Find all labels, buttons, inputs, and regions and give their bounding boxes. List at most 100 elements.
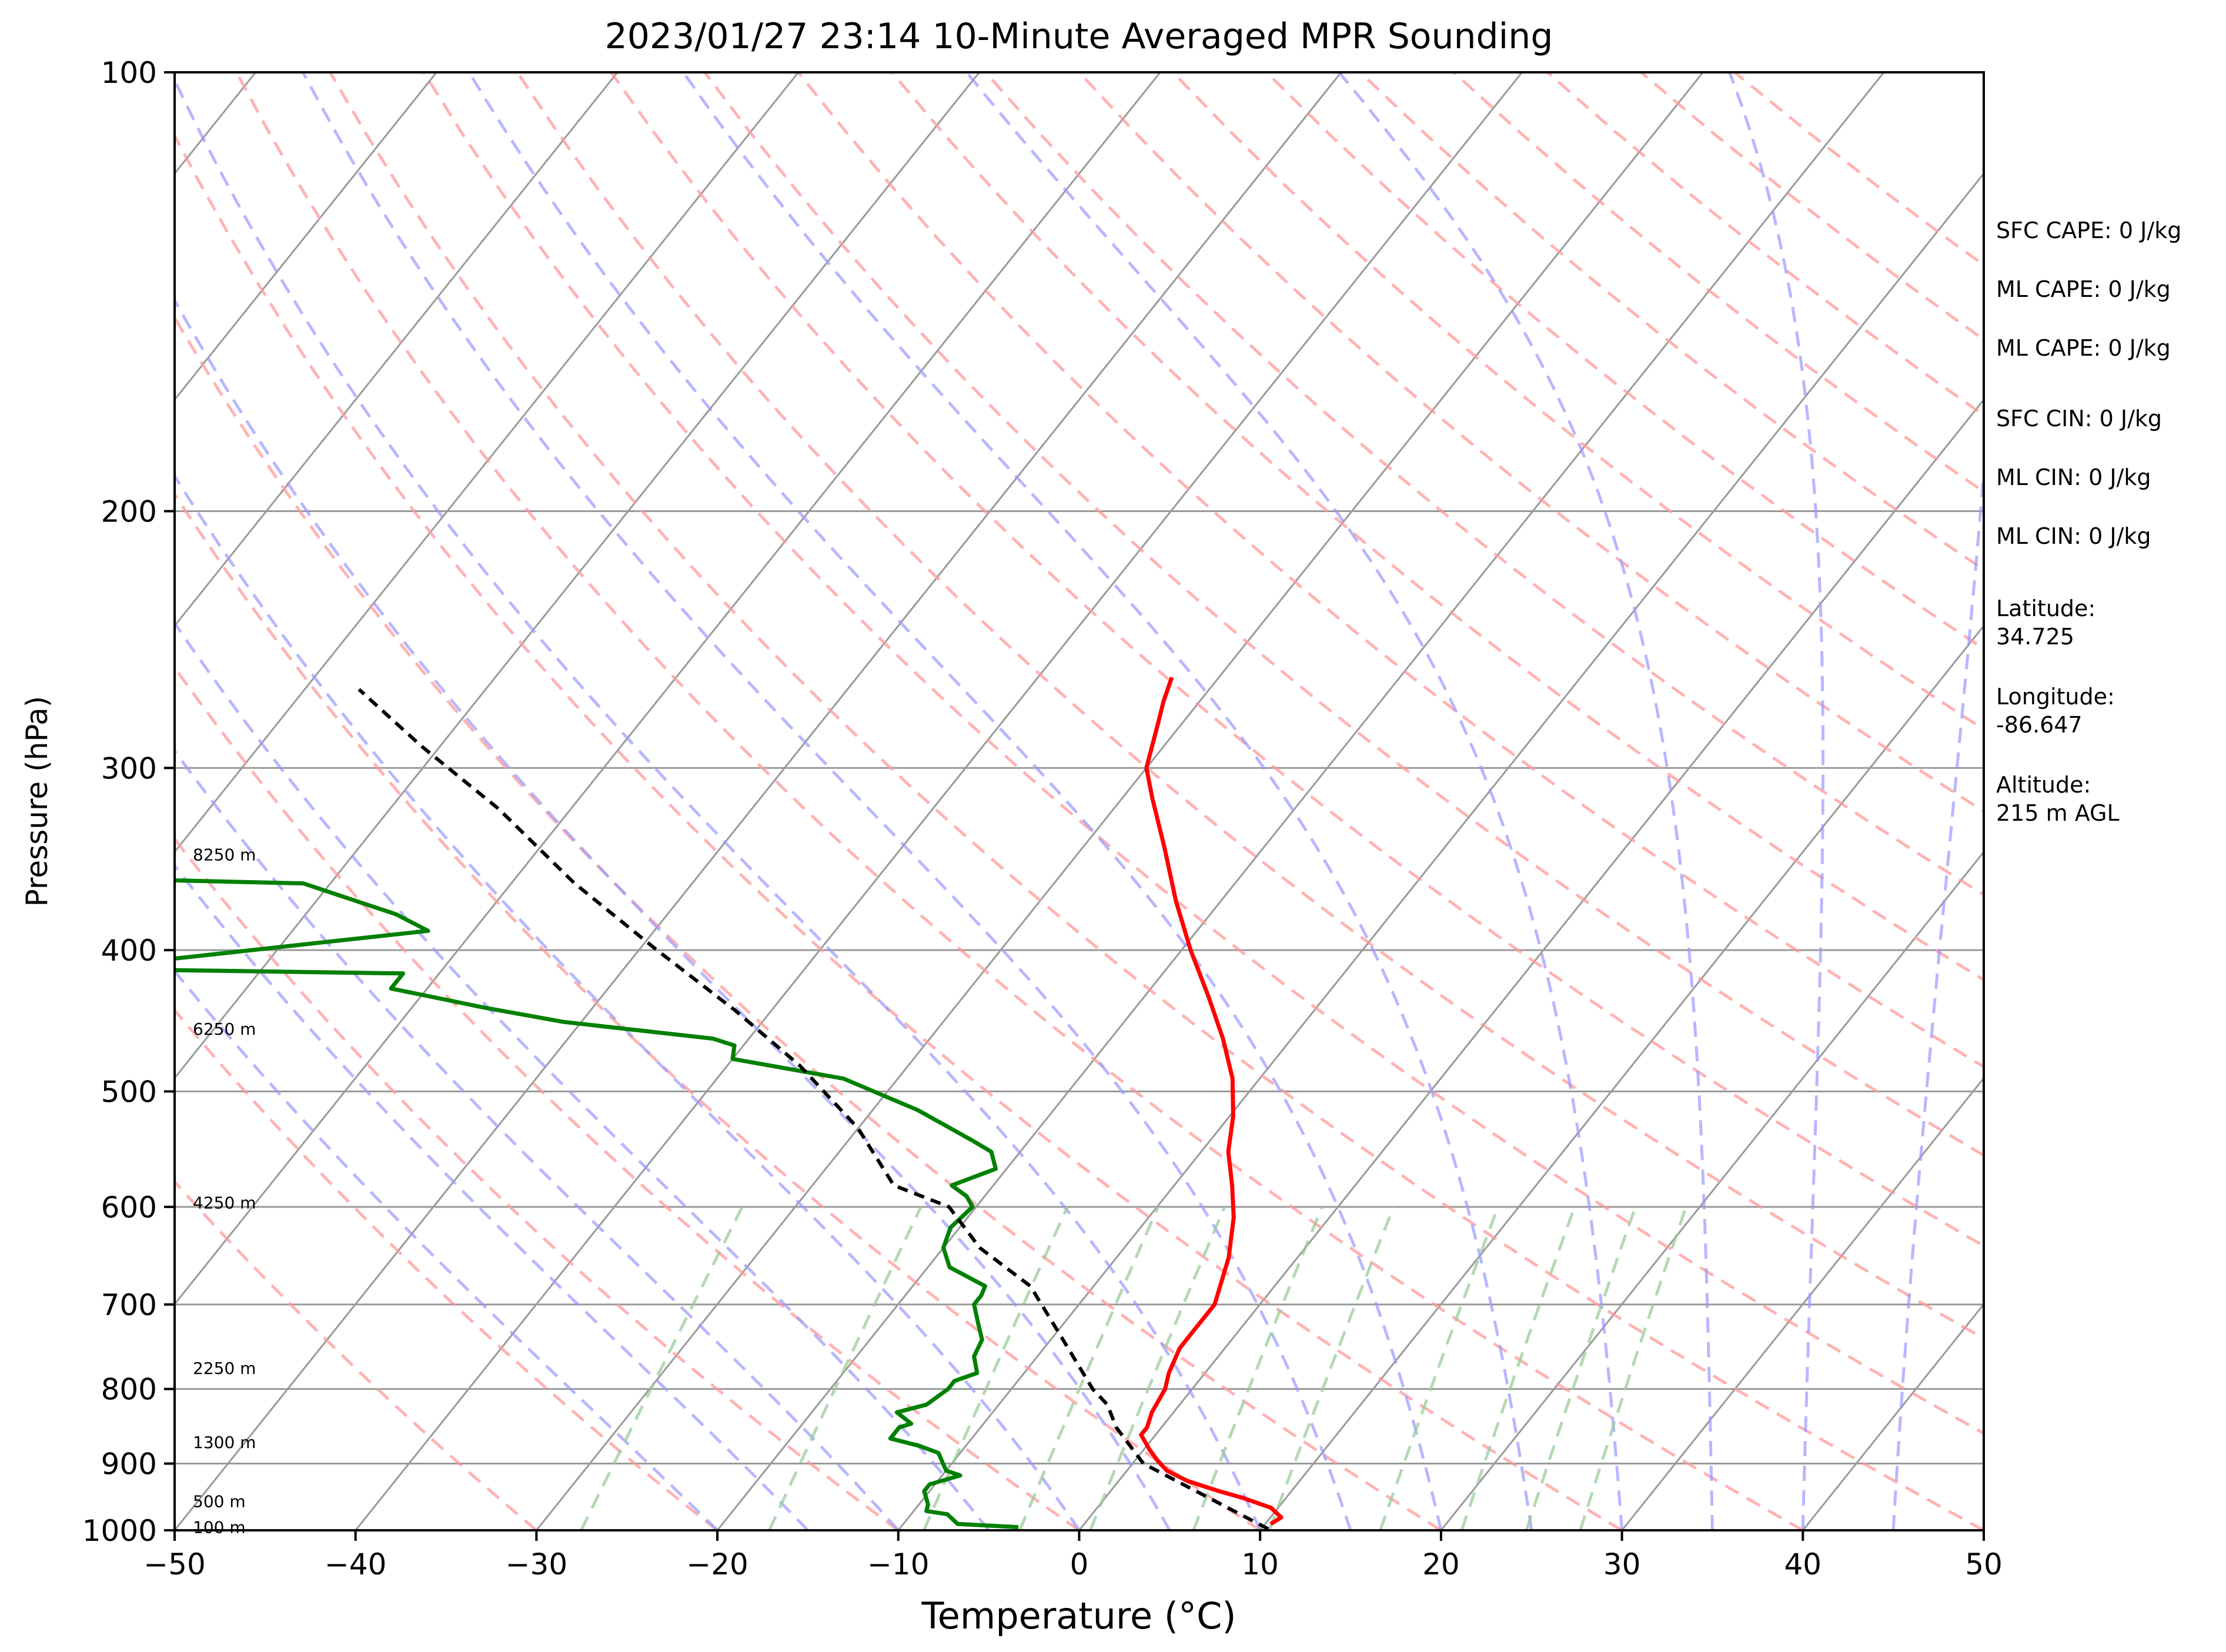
isotherm-line [355, 72, 1523, 1530]
isotherm-line [536, 72, 1704, 1530]
height-label: 1300 m [193, 1433, 256, 1452]
annotation-line: ML CIN: 0 J/kg [1996, 464, 2151, 490]
y-tick-label: 500 [101, 1075, 157, 1109]
mixing-ratio-line [1268, 1206, 1395, 1530]
mixing-ratio-line [1018, 1206, 1159, 1530]
annotation-line: Longitude: [1996, 684, 2115, 710]
isotherm-line [175, 72, 437, 402]
height-label: 100 m [193, 1518, 246, 1537]
annotation-line: Latitude: [1996, 596, 2095, 621]
height-label: 4250 m [193, 1193, 256, 1213]
moist-adiabat-line [1891, 455, 1984, 1530]
height-label: 2250 m [193, 1359, 256, 1378]
height-label: 6250 m [193, 1019, 256, 1039]
annotation-line: Altitude: [1996, 772, 2091, 798]
y-tick-label: 300 [101, 751, 157, 785]
isotherm-line [175, 72, 1342, 1530]
moist-adiabat-line [175, 748, 900, 1530]
isotherm-line [897, 172, 1984, 1530]
y-tick-label: 800 [101, 1373, 157, 1407]
isotherm-line [1078, 398, 1984, 1530]
annotation-text: ML CIN: 0 J/kg [1996, 464, 2151, 490]
annotation-text: ML CAPE: 0 J/kg [1996, 276, 2171, 302]
temperature-profile-line [1139, 676, 1284, 1526]
moist-adiabat-line [1728, 72, 1825, 1530]
annotation-text: Altitude: 215 m AGL [1996, 772, 2120, 826]
isotherm-line [175, 72, 1161, 1306]
y-tick-label: 1000 [82, 1514, 157, 1548]
y-tick-label: 900 [101, 1447, 157, 1482]
moist-adiabat-line [175, 968, 718, 1530]
y-axis-label: Pressure (hPa) [20, 696, 54, 907]
isotherm-line [1621, 1076, 1984, 1530]
annotation-text: Latitude: 34.725 [1996, 596, 2095, 650]
isotherm-line [175, 72, 980, 1080]
x-tick-label: 20 [1422, 1547, 1460, 1581]
annotation-line: ML CAPE: 0 J/kg [1996, 276, 2171, 302]
x-tick-label: 30 [1603, 1547, 1641, 1581]
y-tick-label: 200 [101, 495, 157, 529]
x-axis-label: Temperature (°C) [921, 1594, 1236, 1637]
dry-adiabat-line [610, 72, 1984, 1248]
dry-adiabat-line [175, 1008, 718, 1530]
x-tick-label: 50 [1965, 1547, 2003, 1581]
x-tick-label: 40 [1784, 1547, 1821, 1581]
x-tick-label: −30 [506, 1547, 568, 1581]
x-tick-label: −10 [867, 1547, 930, 1581]
dry-adiabat-line [235, 72, 1804, 1530]
x-tick-label: −20 [686, 1547, 748, 1581]
annotation-text: ML CIN: 0 J/kg [1996, 523, 2151, 549]
moist-adiabat-line [175, 297, 1171, 1530]
mixing-ratio-line [580, 1206, 744, 1530]
moist-adiabat-line [175, 473, 1081, 1530]
dry-adiabat-line [422, 72, 1984, 1435]
annotation-line: SFC CAPE: 0 J/kg [1996, 218, 2181, 243]
x-tick-label: 10 [1241, 1547, 1279, 1581]
isotherm-line [175, 72, 619, 627]
dry-adiabat-line [516, 72, 1984, 1340]
annotation-text: SFC CAPE: 0 J/kg [1996, 218, 2181, 243]
y-tick-label: 400 [101, 934, 157, 968]
isotherm-line [716, 72, 1885, 1530]
annotation-line: ML CIN: 0 J/kg [1996, 523, 2151, 549]
annotation-line: SFC CIN: 0 J/kg [1996, 406, 2162, 432]
mixing-ratio-line [923, 1206, 1069, 1530]
y-tick-label: 600 [101, 1190, 157, 1225]
dry-adiabat-line [175, 315, 1442, 1530]
dry-adiabat-line [175, 132, 1623, 1530]
dry-adiabat-line [175, 665, 1080, 1530]
mixing-ratio-line [768, 1206, 923, 1530]
parcel-profile-line [357, 688, 1269, 1530]
dry-adiabat-line [1172, 72, 1984, 731]
y-tick-label: 100 [101, 56, 157, 90]
moist-adiabat-line [1338, 72, 1714, 1530]
moist-adiabat-line [302, 72, 1352, 1530]
annotation-line: 215 m AGL [1996, 800, 2120, 826]
mixing-ratio-line [1089, 1206, 1226, 1530]
mixing-ratio-line [1579, 1206, 1688, 1530]
x-tick-label: −40 [325, 1547, 387, 1581]
dry-adiabat-line [703, 72, 1984, 1157]
chart-title: 2023/01/27 23:14 10-Minute Averaged MPR … [605, 16, 1553, 57]
x-tick-label: 0 [1070, 1547, 1089, 1581]
mixing-ratio-line [1379, 1206, 1500, 1530]
isotherm-line [1259, 624, 1984, 1530]
mixing-ratio-line [1460, 1206, 1576, 1530]
mixing-ratio-line [1525, 1206, 1637, 1530]
moist-adiabat-line [682, 72, 1533, 1530]
mixing-ratio-line [1192, 1206, 1323, 1530]
annotation-line: 34.725 [1996, 624, 2074, 650]
annotation-text: ML CAPE: 0 J/kg [1996, 335, 2171, 361]
x-tick-label: −50 [143, 1547, 206, 1581]
height-label: 500 m [193, 1492, 246, 1511]
dewpoint-profile-line [175, 878, 1019, 1530]
dry-adiabat-line [1078, 72, 1984, 813]
annotation-text: SFC CIN: 0 J/kg [1996, 406, 2162, 432]
isotherm-line [175, 72, 800, 854]
moist-adiabat-line [467, 72, 1443, 1530]
annotation-line: -86.647 [1996, 712, 2083, 738]
height-label: 8250 m [193, 845, 256, 865]
dry-adiabat-line [329, 72, 1984, 1530]
